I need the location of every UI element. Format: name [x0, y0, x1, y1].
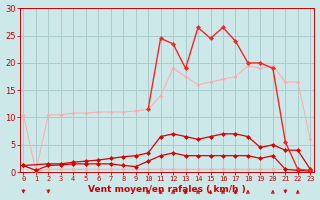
X-axis label: Vent moyen/en rafales ( km/h ): Vent moyen/en rafales ( km/h ): [88, 185, 246, 194]
